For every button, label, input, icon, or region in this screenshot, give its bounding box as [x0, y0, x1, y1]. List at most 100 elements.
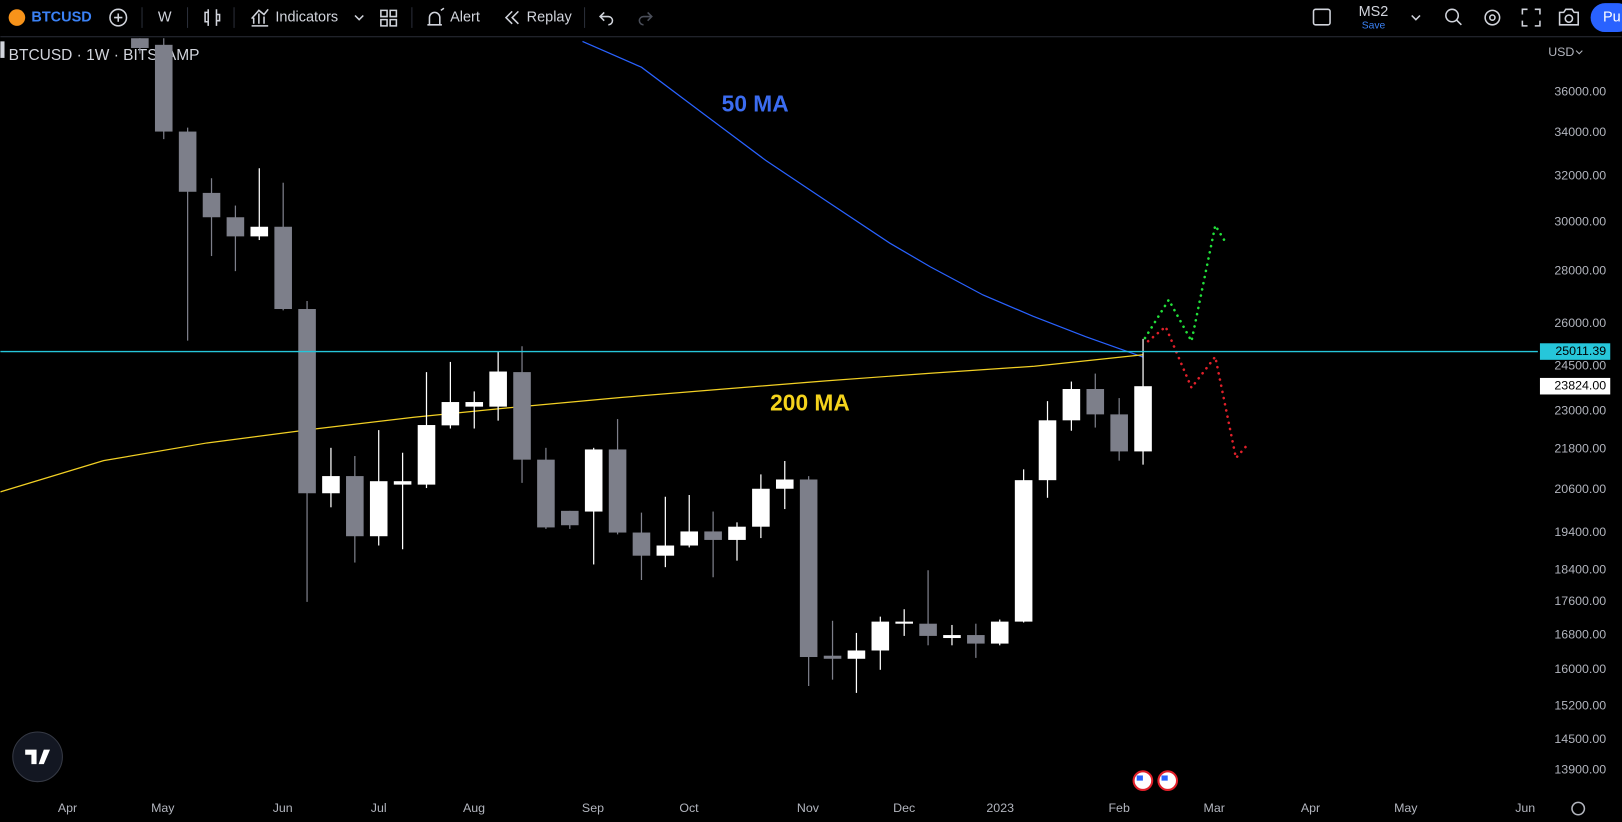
layout-menu[interactable]	[1411, 14, 1421, 21]
indicators-menu[interactable]	[354, 14, 364, 21]
y-tick-label: 21800.00	[1554, 442, 1606, 456]
hline-label: 25011.39	[1555, 344, 1606, 358]
logo-circle[interactable]	[12, 731, 63, 783]
flag-canton	[1136, 775, 1143, 781]
candle-body	[346, 476, 364, 537]
candle-body	[489, 371, 507, 407]
flag-canton	[1161, 775, 1168, 781]
candle-body	[656, 545, 675, 556]
save[interactable]: Save	[1362, 21, 1386, 32]
candle-body	[823, 655, 842, 659]
candle-body	[680, 531, 699, 546]
publish-button[interactable]	[1590, 3, 1622, 33]
templates[interactable]	[380, 9, 398, 27]
candle-body	[393, 481, 412, 485]
x-tick-label: Apr	[58, 801, 77, 815]
x-tick-label: Feb	[1108, 801, 1129, 815]
search[interactable]	[1445, 8, 1460, 23]
currency[interactable]: USD	[1548, 45, 1574, 59]
add-symbol[interactable]	[109, 8, 128, 27]
candle-body	[919, 623, 937, 636]
candle-body	[799, 479, 818, 658]
ma-label: 200 MA	[770, 389, 850, 415]
candle-body	[561, 510, 579, 526]
publish[interactable]: Pu	[1603, 9, 1621, 25]
ma-line	[0, 354, 1144, 493]
candle-body	[775, 479, 794, 489]
interval[interactable]: W	[158, 9, 172, 25]
last-price-box	[1539, 377, 1611, 395]
y-tick-label: 20600.00	[1554, 482, 1606, 496]
x-tick-label: Dec	[893, 801, 915, 815]
y-tick-label: 36000.00	[1554, 84, 1606, 98]
chart-type[interactable]	[204, 9, 221, 26]
settings[interactable]	[1484, 9, 1501, 26]
candle-body	[1014, 480, 1033, 622]
x-tick-label: Nov	[797, 801, 820, 815]
replay-icon[interactable]	[504, 10, 519, 25]
alert-icon[interactable]	[427, 7, 445, 26]
y-tick-label: 17600.00	[1554, 594, 1606, 608]
candle-body	[584, 449, 603, 512]
candle-body	[417, 425, 436, 485]
replay[interactable]: Replay	[527, 9, 573, 25]
candle-body	[322, 476, 340, 494]
x-tick-label: Jul	[371, 801, 387, 815]
y-tick-label: 14500.00	[1554, 732, 1606, 746]
candle-body	[154, 44, 173, 132]
y-tick-label: 15200.00	[1554, 699, 1606, 713]
candle-body	[871, 621, 890, 651]
tradingview-logo[interactable]	[12, 731, 63, 783]
candle-body	[369, 481, 388, 537]
x-tick-label: 2023	[986, 801, 1014, 815]
bearish-path-drawing[interactable]	[1146, 324, 1251, 461]
x-tick-label: May	[151, 801, 175, 815]
candle-body	[632, 532, 651, 556]
symbol-logo[interactable]	[8, 9, 26, 26]
settings-center	[1489, 14, 1496, 21]
ma-line	[582, 40, 1144, 358]
snapshot-lens	[1564, 14, 1574, 24]
y-tick-label: 28000.00	[1554, 263, 1606, 277]
logo-mark	[25, 749, 51, 765]
x-tick-label: Mar	[1204, 801, 1225, 815]
y-tick-label: 19400.00	[1554, 525, 1606, 539]
redo[interactable]	[638, 11, 653, 26]
candle-body	[1110, 414, 1128, 452]
event-flags	[1132, 770, 1179, 791]
candle-body	[1038, 420, 1057, 481]
candle-body	[608, 449, 627, 533]
toolbar: BTCUSD W Indicators Alert Replay MS2 Sav…	[0, 3, 1622, 38]
candle-body	[537, 459, 555, 528]
pane-marker	[0, 41, 5, 58]
candle-body	[226, 217, 245, 237]
y-tick-label: 16800.00	[1554, 627, 1606, 641]
indicators-icon[interactable]	[251, 8, 269, 27]
undo[interactable]	[598, 11, 614, 26]
y-tick-label: 24500.00	[1554, 359, 1606, 373]
candle-body	[704, 531, 722, 540]
axis-settings[interactable]	[1571, 801, 1586, 816]
layout-name[interactable]: MS2	[1359, 4, 1389, 20]
search-handle	[1455, 19, 1462, 26]
y-tick-label: 30000.00	[1554, 214, 1606, 228]
currency-menu[interactable]	[1575, 50, 1583, 55]
fullscreen[interactable]	[1521, 8, 1541, 27]
y-tick-label: 34000.00	[1554, 125, 1606, 139]
y-tick-label: 16000.00	[1554, 662, 1606, 676]
y-tick-label: 23000.00	[1554, 404, 1606, 418]
candle-body	[728, 526, 746, 540]
indicators[interactable]: Indicators	[275, 9, 338, 25]
candle-body	[1086, 389, 1105, 415]
plot-area	[0, 38, 1152, 693]
snapshot[interactable]	[1558, 8, 1579, 26]
y-tick-label: 32000.00	[1554, 168, 1606, 182]
layout-icon[interactable]	[1312, 8, 1331, 26]
x-tick-label: Sep	[582, 801, 604, 815]
symbol[interactable]: BTCUSD	[31, 9, 91, 25]
alert[interactable]: Alert	[450, 9, 480, 25]
x-tick-label: Aug	[463, 801, 485, 815]
candle-body	[1134, 386, 1152, 452]
